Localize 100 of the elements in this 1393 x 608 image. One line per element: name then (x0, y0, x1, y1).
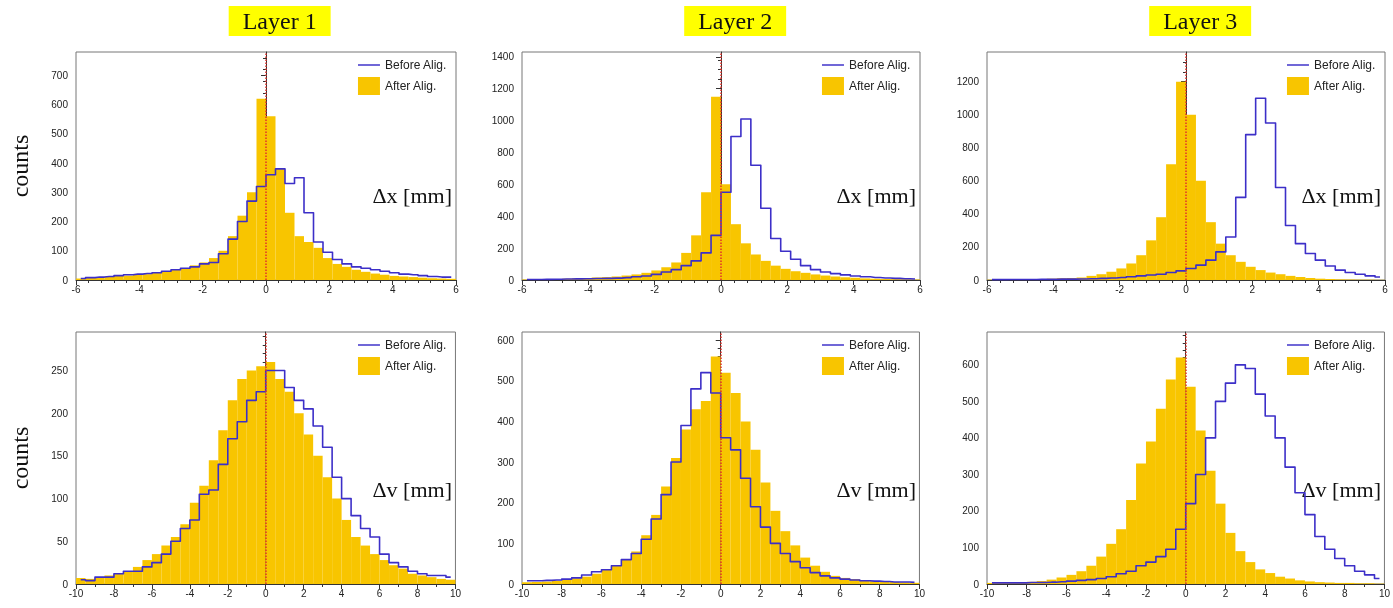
y-tick-label: 200 (961, 241, 980, 253)
x-tick-label: 4 (851, 283, 858, 295)
legend-label: After Alig. (849, 79, 901, 93)
x-tick-label: 4 (1315, 283, 1322, 295)
y-tick-label: 500 (51, 128, 69, 140)
x-tick-label: -6 (597, 587, 607, 599)
x-tick-label: 8 (877, 587, 884, 599)
x-tick-label: 10 (1378, 587, 1391, 599)
legend-label: Before Alig. (1313, 338, 1375, 352)
y-tick-label: 100 (497, 537, 515, 549)
legend-label: Before Alig. (849, 58, 911, 72)
y-tick-label: 0 (973, 274, 980, 286)
x-tick-label: -4 (1048, 283, 1058, 295)
x-tick-label: 0 (262, 587, 269, 599)
y-tick-label: 0 (508, 578, 515, 590)
x-tick-label: -6 (1061, 587, 1072, 599)
x-tick-label: -2 (1114, 283, 1125, 295)
y-tick-label: 600 (497, 178, 515, 190)
y-tick-label: 100 (51, 493, 69, 505)
y-tick-label: 150 (51, 450, 69, 462)
x-tick-label: 10 (914, 587, 926, 599)
legend-label: After Alig. (384, 79, 437, 93)
y-tick-label: 800 (961, 142, 980, 154)
chart-title: Layer 1 (242, 8, 317, 34)
x-tick-label: -2 (650, 283, 660, 295)
annotation: Δv [mm] (1301, 476, 1381, 502)
x-tick-label: -4 (134, 283, 145, 295)
x-tick-label: 6 (376, 587, 383, 599)
x-tick-label: 4 (797, 587, 804, 599)
x-tick-label: 0 (718, 587, 725, 599)
y-tick-label: 600 (497, 334, 515, 346)
y-tick-label: 100 (961, 541, 980, 553)
y-tick-label: 200 (497, 497, 515, 509)
x-tick-label: 4 (1262, 587, 1269, 599)
y-tick-label: 300 (497, 456, 515, 468)
x-tick-label: -6 (517, 283, 528, 295)
y-tick-label: 1000 (956, 109, 980, 121)
legend-label: After Alig. (1313, 79, 1365, 93)
x-tick-label: 4 (338, 587, 345, 599)
x-tick-label: -4 (185, 587, 195, 599)
y-tick-label: 300 (961, 468, 980, 480)
y-tick-label: 50 (56, 535, 69, 547)
x-tick-label: 8 (1341, 587, 1348, 599)
x-tick-label: -8 (1021, 587, 1032, 599)
y-tick-label: 400 (497, 210, 515, 222)
annotation: Δx [mm] (836, 182, 917, 208)
x-tick-label: 4 (389, 283, 396, 295)
y-tick-label: 0 (973, 578, 980, 590)
x-tick-label: -8 (109, 587, 119, 599)
y-tick-label: 200 (961, 505, 980, 517)
x-tick-label: 2 (300, 587, 307, 599)
x-tick-label: -10 (68, 587, 84, 599)
x-tick-label: -4 (1101, 587, 1111, 599)
annotation: Δx [mm] (1301, 182, 1381, 208)
x-tick-label: 8 (414, 587, 421, 599)
y-tick-label: 1000 (492, 115, 515, 127)
y-tick-label: 400 (497, 415, 515, 427)
y-tick-label: 600 (961, 359, 980, 371)
x-tick-label: 2 (1249, 283, 1256, 295)
x-tick-label: 6 (917, 283, 924, 295)
legend-label: Before Alig. (384, 58, 447, 72)
x-tick-label: -4 (584, 283, 594, 295)
y-tick-label: 500 (961, 395, 980, 407)
x-tick-label: 10 (449, 587, 462, 599)
x-tick-label: 2 (326, 283, 333, 295)
y-tick-label: 400 (961, 432, 980, 444)
x-tick-label: 6 (837, 587, 844, 599)
x-tick-label: 6 (1301, 587, 1308, 599)
y-tick-label: 700 (51, 69, 69, 81)
annotation: Δv [mm] (836, 476, 917, 502)
x-tick-label: -6 (982, 283, 992, 295)
x-tick-label: 2 (784, 283, 791, 295)
x-tick-label: 0 (718, 283, 725, 295)
y-tick-label: 800 (497, 146, 515, 158)
y-tick-label: 500 (497, 375, 515, 387)
y-tick-label: 200 (51, 216, 69, 228)
annotation: Δx [mm] (372, 182, 453, 208)
y-tick-label: 1400 (492, 51, 515, 63)
x-tick-label: -6 (71, 283, 81, 295)
x-tick-label: 6 (1381, 283, 1388, 295)
annotation: Δv [mm] (372, 476, 453, 502)
chart-title: Layer 3 (1162, 8, 1237, 34)
y-tick-label: 600 (51, 99, 69, 111)
y-tick-label: 100 (51, 245, 69, 257)
x-tick-label: -10 (515, 587, 530, 599)
x-tick-label: -2 (198, 283, 208, 295)
x-tick-label: -2 (223, 587, 233, 599)
x-tick-label: 0 (1182, 283, 1189, 295)
y-tick-label: 0 (508, 274, 515, 286)
y-tick-label: 0 (62, 578, 69, 590)
y-tick-label: 400 (961, 208, 980, 220)
y-tick-label: 0 (62, 274, 69, 286)
legend-label: After Alig. (384, 359, 437, 373)
x-tick-label: 0 (263, 283, 270, 295)
chart-title: Layer 2 (698, 8, 773, 34)
legend-label: After Alig. (1313, 359, 1365, 373)
y-tick-label: 200 (497, 242, 515, 254)
legend-label: Before Alig. (1313, 58, 1375, 72)
x-tick-label: 0 (1182, 587, 1189, 599)
x-tick-label: 6 (453, 283, 460, 295)
